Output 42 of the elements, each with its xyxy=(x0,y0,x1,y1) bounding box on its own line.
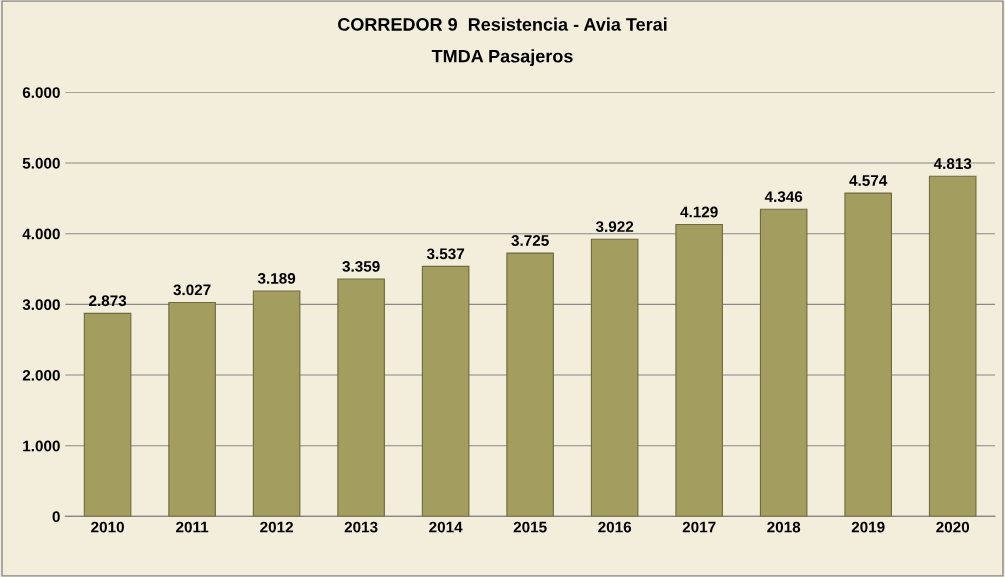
data-label: 4.346 xyxy=(764,191,803,203)
x-tick-label: 2015 xyxy=(513,521,547,533)
x-tick-label: 2018 xyxy=(767,521,801,533)
bar xyxy=(844,192,892,517)
bar xyxy=(421,265,470,517)
data-label: 3.922 xyxy=(595,221,634,233)
chart-title: CORREDOR 9 Resistencia - Avia Terai xyxy=(338,17,667,31)
data-label: 3.189 xyxy=(257,273,296,284)
x-tick-label: 2019 xyxy=(851,521,885,533)
x-tick-label: 2010 xyxy=(91,521,124,533)
data-label: 3.359 xyxy=(342,260,380,272)
data-label: 3.027 xyxy=(173,284,211,296)
x-tick-label: 2016 xyxy=(598,521,632,533)
data-label: 4.574 xyxy=(849,175,888,186)
data-label: 3.725 xyxy=(511,235,549,246)
x-tick-label: 2013 xyxy=(344,521,378,533)
x-tick-label: 2011 xyxy=(176,521,209,533)
data-label: 2.873 xyxy=(89,295,127,307)
y-tick-label: 1.000 xyxy=(23,440,60,452)
bar xyxy=(928,175,977,517)
data-label: 3.537 xyxy=(426,248,465,260)
chart-subtitle: TMDA Pasajeros xyxy=(431,49,573,67)
y-tick-label: 5.000 xyxy=(22,157,60,169)
x-tick-label: 2020 xyxy=(936,521,970,533)
bar xyxy=(168,301,216,517)
data-label: 4.813 xyxy=(933,158,972,170)
data-label: 4.129 xyxy=(680,206,718,218)
bar xyxy=(759,208,808,517)
bar xyxy=(252,290,301,517)
bar xyxy=(506,252,554,517)
bar xyxy=(590,238,639,517)
bar xyxy=(337,278,385,517)
y-tick-label: 6.000 xyxy=(22,87,60,99)
y-tick-label: 3.000 xyxy=(22,299,60,311)
bar xyxy=(675,224,723,517)
x-tick-label: 2014 xyxy=(429,521,463,533)
bar xyxy=(83,312,132,517)
x-tick-label: 2017 xyxy=(682,521,716,533)
y-tick-label: 0 xyxy=(52,511,60,523)
y-tick-label: 4.000 xyxy=(22,228,60,240)
y-tick-label: 2.000 xyxy=(22,369,60,381)
x-tick-label: 2012 xyxy=(260,521,293,533)
